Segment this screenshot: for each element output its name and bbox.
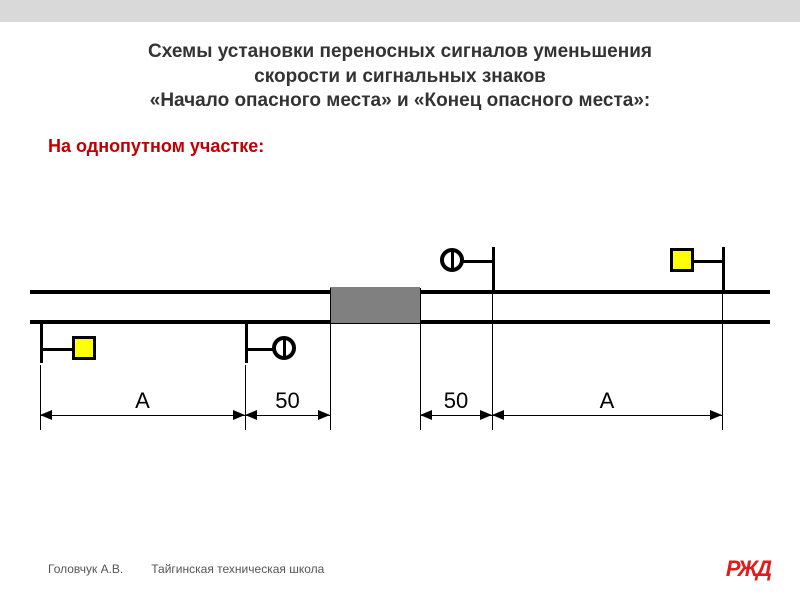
dim-arrow-l-2 bbox=[420, 410, 432, 420]
dim-label-2: 50 bbox=[444, 388, 468, 414]
subtitle: На однопутном участке: bbox=[0, 136, 800, 157]
footer-school: Тайгинская техническая школа bbox=[151, 562, 324, 576]
danger-zone bbox=[330, 287, 420, 323]
dim-label-3: А bbox=[600, 388, 615, 414]
title-line-1: Схемы установки переносных сигналов умен… bbox=[48, 40, 752, 65]
arm-lower-circle bbox=[245, 348, 275, 351]
signal-yellow-square-left bbox=[72, 336, 96, 360]
dim-label-1: 50 bbox=[275, 388, 299, 414]
track-diagram: А 50 50 А bbox=[30, 220, 770, 450]
dim-arrow-l-1 bbox=[245, 410, 257, 420]
slide-title: Схемы установки переносных сигналов умен… bbox=[0, 40, 800, 114]
arm-upper-square bbox=[692, 260, 724, 263]
post-upper-square bbox=[722, 247, 725, 290]
signal-yellow-square-right bbox=[670, 248, 694, 272]
dim-tick-3-a bbox=[492, 288, 493, 430]
dim-arrow-l-0 bbox=[40, 410, 52, 420]
post-lower-square bbox=[40, 323, 43, 363]
dim-tick-2-a bbox=[420, 288, 421, 430]
footer-author: Головчук А.В. bbox=[48, 562, 123, 576]
arm-upper-circle bbox=[462, 260, 494, 263]
dim-arrow-r-0 bbox=[233, 410, 245, 420]
dim-arrow-r-2 bbox=[480, 410, 492, 420]
dim-arrow-l-3 bbox=[492, 410, 504, 420]
post-lower-circle bbox=[245, 323, 248, 363]
post-upper-circle bbox=[492, 247, 495, 290]
dim-line-0 bbox=[40, 415, 245, 416]
dim-arrow-r-1 bbox=[318, 410, 330, 420]
signal-danger-start bbox=[272, 336, 296, 360]
dim-tick-0-a bbox=[40, 365, 41, 430]
dim-label-0: А bbox=[135, 388, 150, 414]
dim-tick-1-b bbox=[330, 288, 331, 430]
footer: Головчук А.В. Тайгинская техническая шко… bbox=[48, 556, 770, 582]
arm-lower-square bbox=[40, 348, 75, 351]
dim-line-3 bbox=[492, 415, 722, 416]
top-bar bbox=[0, 0, 800, 22]
title-line-3: «Начало опасного места» и «Конец опасног… bbox=[48, 89, 752, 114]
rzd-logo: РЖД bbox=[726, 556, 770, 582]
signal-danger-end bbox=[440, 248, 464, 272]
title-line-2: скорости и сигнальных знаков bbox=[48, 65, 752, 90]
dim-tick-1-a bbox=[245, 365, 246, 430]
dim-arrow-r-3 bbox=[710, 410, 722, 420]
dim-tick-3-b bbox=[722, 288, 723, 430]
